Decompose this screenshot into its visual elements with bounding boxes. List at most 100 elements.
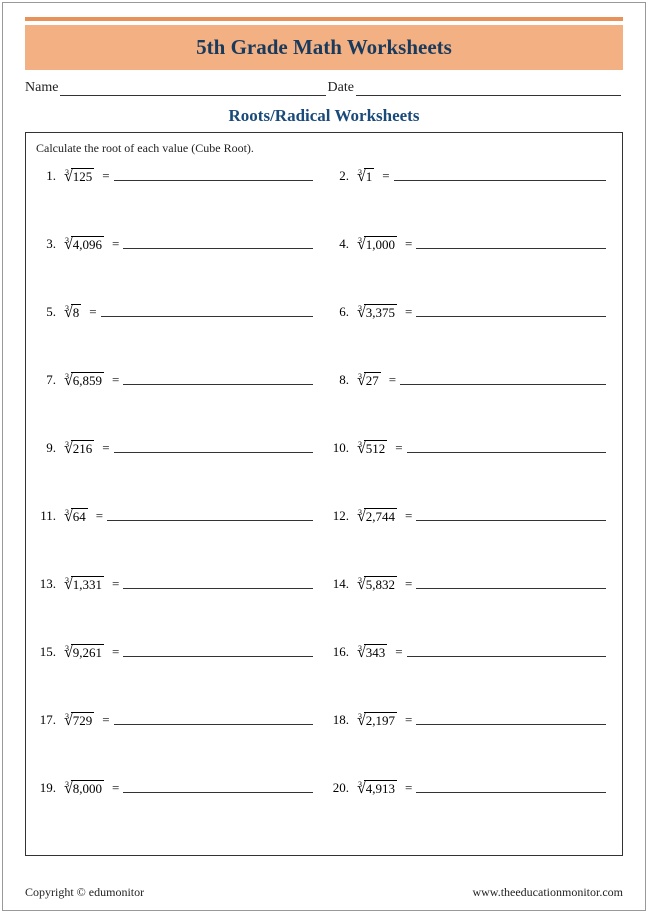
problem-number: 5. <box>36 304 60 320</box>
cube-root-expression: 3√64 <box>60 508 88 524</box>
answer-blank[interactable] <box>416 576 606 589</box>
worksheet-subtitle: Roots/Radical Worksheets <box>25 106 623 126</box>
answer-blank[interactable] <box>123 644 313 657</box>
equals-sign: = <box>389 372 396 388</box>
equals-sign: = <box>405 712 412 728</box>
page-title: 5th Grade Math Worksheets <box>25 35 623 60</box>
problem-number: 1. <box>36 168 60 184</box>
date-blank[interactable] <box>356 82 621 96</box>
radicand: 5,832 <box>364 576 397 592</box>
answer-blank[interactable] <box>123 236 313 249</box>
date-label: Date <box>328 80 354 96</box>
equals-sign: = <box>102 712 109 728</box>
problem-row: 10.3√512= <box>329 436 612 504</box>
answer-blank[interactable] <box>416 236 606 249</box>
answer-blank[interactable] <box>400 372 606 385</box>
problem-number: 9. <box>36 440 60 456</box>
answer-blank[interactable] <box>416 780 606 793</box>
problem-number: 6. <box>329 304 353 320</box>
worksheet-page: 5th Grade Math Worksheets Name Date Root… <box>2 2 646 911</box>
equals-sign: = <box>405 576 412 592</box>
problem-number: 2. <box>329 168 353 184</box>
problem-row: 16.3√343= <box>329 640 612 708</box>
radical-icon: √ <box>357 306 366 319</box>
problem-number: 12. <box>329 508 353 524</box>
answer-blank[interactable] <box>407 644 606 657</box>
cube-root-expression: 3√512 <box>353 440 387 456</box>
problem-row: 11.3√64= <box>36 504 319 572</box>
equals-sign: = <box>89 304 96 320</box>
answer-blank[interactable] <box>114 440 313 453</box>
problem-number: 11. <box>36 508 60 524</box>
radical-icon: √ <box>357 170 366 183</box>
radical-icon: √ <box>64 714 73 727</box>
answer-blank[interactable] <box>416 304 606 317</box>
radicand: 2,744 <box>364 508 397 524</box>
copyright-text: Copyright © edumonitor <box>25 885 144 900</box>
radical-icon: √ <box>64 306 73 319</box>
answer-blank[interactable] <box>107 508 313 521</box>
equals-sign: = <box>112 372 119 388</box>
answer-blank[interactable] <box>416 712 606 725</box>
equals-sign: = <box>112 576 119 592</box>
radical-icon: √ <box>64 510 73 523</box>
radical-icon: √ <box>357 510 366 523</box>
answer-blank[interactable] <box>407 440 606 453</box>
cube-root-expression: 3√2,744 <box>353 508 397 524</box>
equals-sign: = <box>405 780 412 796</box>
problem-number: 18. <box>329 712 353 728</box>
equals-sign: = <box>112 644 119 660</box>
problem-number: 13. <box>36 576 60 592</box>
name-blank[interactable] <box>60 82 325 96</box>
answer-blank[interactable] <box>394 168 606 181</box>
equals-sign: = <box>395 440 402 456</box>
cube-root-expression: 3√5,832 <box>353 576 397 592</box>
answer-blank[interactable] <box>101 304 313 317</box>
problem-row: 3.3√4,096= <box>36 232 319 300</box>
radical-icon: √ <box>357 238 366 251</box>
problem-row: 12.3√2,744= <box>329 504 612 572</box>
problem-row: 9.3√216= <box>36 436 319 504</box>
radicand: 1,331 <box>71 576 104 592</box>
radical-icon: √ <box>64 238 73 251</box>
radical-icon: √ <box>64 442 73 455</box>
equals-sign: = <box>405 236 412 252</box>
cube-root-expression: 3√1,000 <box>353 236 397 252</box>
radical-icon: √ <box>357 714 366 727</box>
radicand: 216 <box>71 440 95 456</box>
radical-icon: √ <box>357 646 366 659</box>
title-band: 5th Grade Math Worksheets <box>25 25 623 70</box>
problem-number: 20. <box>329 780 353 796</box>
answer-blank[interactable] <box>123 780 313 793</box>
problem-number: 15. <box>36 644 60 660</box>
radicand: 343 <box>364 644 388 660</box>
problem-row: 4.3√1,000 = <box>329 232 612 300</box>
problem-number: 3. <box>36 236 60 252</box>
radicand: 6,859 <box>71 372 104 388</box>
problem-row: 18.3√2,197= <box>329 708 612 776</box>
answer-blank[interactable] <box>416 508 606 521</box>
answer-blank[interactable] <box>123 372 313 385</box>
radicand: 9,261 <box>71 644 104 660</box>
radical-icon: √ <box>64 374 73 387</box>
answer-blank[interactable] <box>123 576 313 589</box>
problem-number: 16. <box>329 644 353 660</box>
equals-sign: = <box>112 780 119 796</box>
answer-blank[interactable] <box>114 168 313 181</box>
radicand: 8,000 <box>71 780 104 796</box>
cube-root-expression: 3√8 <box>60 304 81 320</box>
problem-row: 13.3√1,331= <box>36 572 319 640</box>
radicand: 3,375 <box>364 304 397 320</box>
radical-icon: √ <box>64 170 73 183</box>
answer-blank[interactable] <box>114 712 313 725</box>
cube-root-expression: 3√125 <box>60 168 94 184</box>
radicand: 2,197 <box>364 712 397 728</box>
problem-number: 4. <box>329 236 353 252</box>
problem-row: 7.3√6,859= <box>36 368 319 436</box>
radical-icon: √ <box>357 578 366 591</box>
cube-root-expression: 3√216 <box>60 440 94 456</box>
equals-sign: = <box>112 236 119 252</box>
footer: Copyright © edumonitor www.theeducationm… <box>25 885 623 900</box>
problem-row: 15.3√9,261= <box>36 640 319 708</box>
problem-number: 14. <box>329 576 353 592</box>
